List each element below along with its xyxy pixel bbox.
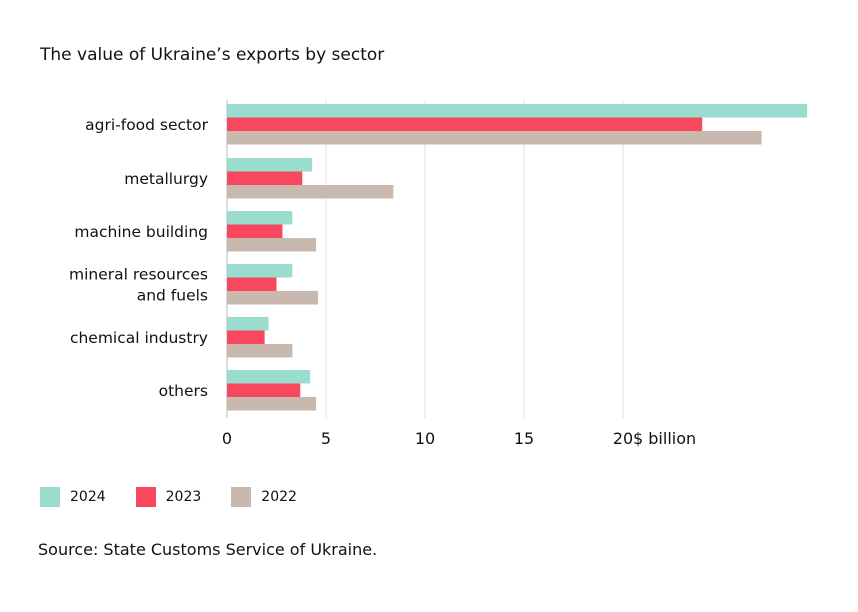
source-note: Source: State Customs Service of Ukraine… <box>38 540 378 559</box>
x-tick-label: 5 <box>321 429 331 448</box>
legend-swatch <box>40 487 60 507</box>
bar-2023 <box>227 277 277 291</box>
bar-2023 <box>227 117 703 131</box>
legend-item: 2023 <box>135 487 202 507</box>
x-tick-label: 15 <box>514 429 534 448</box>
bar-2022 <box>227 344 293 358</box>
bar-2024 <box>227 370 311 384</box>
bar-2024 <box>227 158 313 172</box>
x-tick-label: 20 <box>613 429 633 448</box>
chart-title: The value of Ukraine’s exports by sector <box>40 45 385 65</box>
bar-2022 <box>227 131 762 145</box>
category-label: chemical industry <box>70 329 208 347</box>
bar-2023 <box>227 330 265 344</box>
legend-item: 2022 <box>231 487 297 507</box>
x-axis-unit-label: $ billion <box>633 429 696 448</box>
category-label: metallurgy <box>124 170 208 188</box>
legend-swatch <box>135 487 156 507</box>
category-label: mineral resources <box>69 266 208 284</box>
legend-label: 2023 <box>165 489 202 505</box>
category-label: others <box>159 382 208 400</box>
bar-2022 <box>227 238 317 252</box>
legend-label: 2024 <box>70 489 106 505</box>
category-label: agri-food sector <box>85 116 208 134</box>
category-label: machine building <box>74 223 208 241</box>
bar-2022 <box>227 291 319 305</box>
bar-2023 <box>227 171 303 185</box>
legend-swatch <box>231 487 252 507</box>
legend-item: 2024 <box>40 487 106 507</box>
bar-2024 <box>227 104 808 118</box>
bar-2024 <box>227 211 293 225</box>
bar-2024 <box>227 264 293 278</box>
x-tick-label: 10 <box>415 429 435 448</box>
bar-2022 <box>227 397 317 411</box>
x-tick-label: 0 <box>222 429 232 448</box>
legend-label: 2022 <box>261 489 297 505</box>
bar-2022 <box>227 185 394 199</box>
category-label: and fuels <box>137 287 208 305</box>
bar-2023 <box>227 383 301 397</box>
bar-2023 <box>227 224 283 238</box>
bar-2024 <box>227 317 269 331</box>
legend: 2024 2023 2022 <box>40 487 297 507</box>
